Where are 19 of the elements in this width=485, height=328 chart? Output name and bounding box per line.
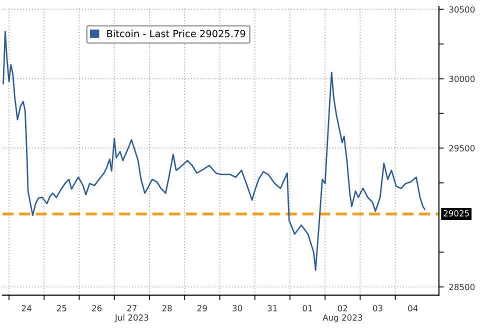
x-tick-label: 29 [197, 305, 207, 312]
x-tick-label: 28 [162, 305, 172, 312]
x-tick-label: 04 [408, 305, 418, 312]
y-tick-label: 30500 [449, 6, 475, 13]
x-tick-label: 02 Aug 2023 [322, 305, 362, 322]
y-tick-label: 28500 [449, 284, 475, 290]
y-tick-label: 30000 [449, 76, 475, 82]
x-tick-label: 01 [302, 305, 312, 312]
line-series [2, 30, 426, 271]
legend-label: Bitcoin - Last Price 29025.79 [107, 30, 246, 38]
x-tick-label: 25 [56, 305, 66, 312]
x-tick-label: 26 [92, 305, 102, 312]
y-tick-label: 29500 [449, 145, 475, 152]
x-tick-label: 30 [232, 305, 242, 312]
x-tick-label: 27 Jul 2023 [114, 305, 148, 322]
x-tick-label: 24 [22, 305, 32, 312]
x-tick-label: 03 [373, 305, 382, 312]
ref-line-label: 29025 [444, 210, 469, 216]
x-tick-label: 31 [268, 305, 277, 312]
